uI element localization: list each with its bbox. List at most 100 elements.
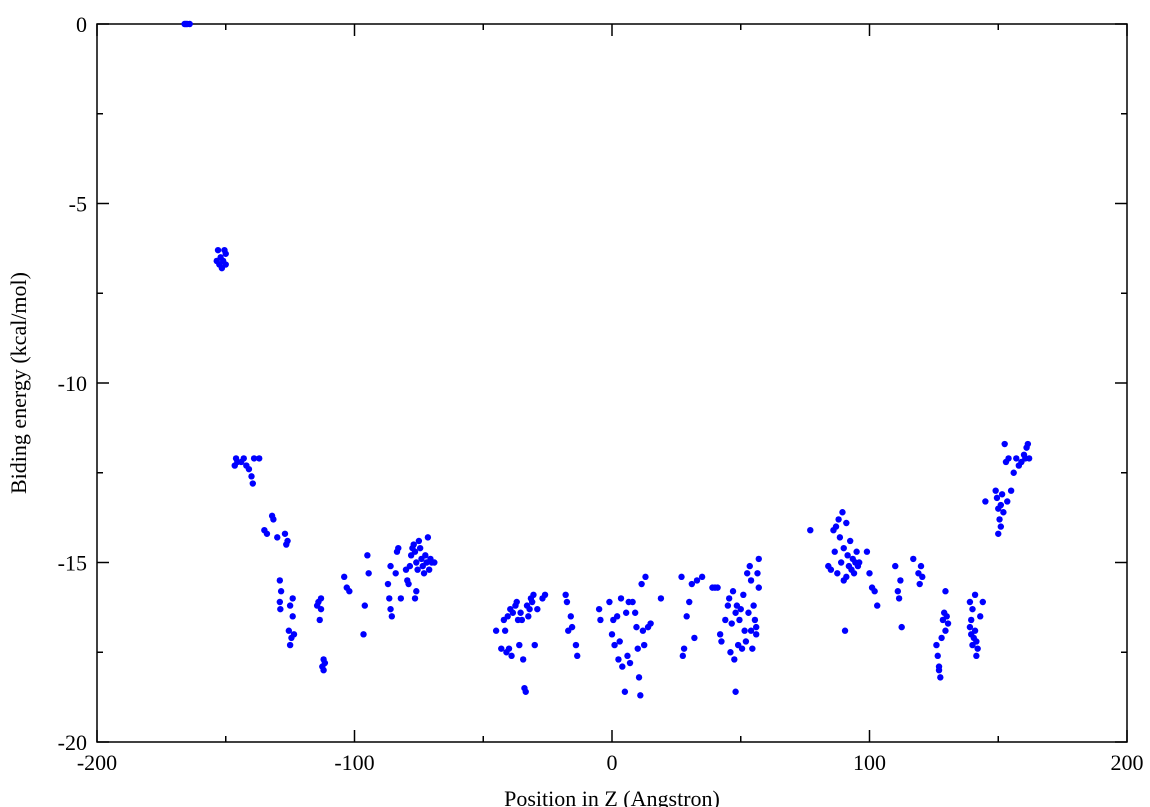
- data-point: [973, 652, 980, 660]
- data-point: [631, 609, 639, 616]
- data-point: [606, 598, 613, 606]
- data-point: [753, 623, 760, 631]
- data-point: [270, 516, 277, 523]
- data-point: [836, 534, 844, 541]
- data-point: [737, 605, 744, 613]
- data-point: [634, 645, 641, 652]
- data-point: [622, 609, 630, 616]
- data-point: [411, 595, 419, 602]
- data-point: [856, 559, 863, 566]
- data-point: [629, 598, 636, 606]
- data-point: [846, 537, 854, 545]
- data-point: [534, 605, 541, 613]
- data-point: [289, 595, 296, 602]
- data-point: [866, 570, 873, 577]
- data-point: [968, 616, 975, 624]
- data-point: [731, 656, 738, 663]
- data-point: [919, 573, 926, 581]
- x-tick-label: 0: [607, 750, 618, 775]
- data-point: [998, 491, 1006, 498]
- data-point: [231, 462, 238, 469]
- data-point: [509, 609, 517, 616]
- data-point: [691, 634, 698, 642]
- data-point: [245, 465, 253, 473]
- data-point: [638, 580, 645, 588]
- data-point: [729, 588, 737, 595]
- data-point: [276, 577, 284, 584]
- data-point: [567, 613, 574, 620]
- data-point: [714, 584, 721, 591]
- data-point: [290, 631, 298, 638]
- data-point: [835, 516, 842, 523]
- data-point: [406, 562, 414, 570]
- data-point: [982, 498, 989, 505]
- data-point: [388, 613, 396, 620]
- data-point: [844, 552, 851, 559]
- data-point: [1025, 455, 1033, 462]
- data-point: [415, 537, 423, 545]
- data-point: [513, 598, 520, 606]
- data-point: [910, 555, 917, 563]
- data-point: [384, 580, 392, 588]
- data-point: [863, 548, 871, 555]
- data-point: [992, 487, 999, 494]
- data-point: [683, 613, 690, 620]
- points-layer: [181, 20, 1033, 699]
- data-point: [597, 616, 604, 624]
- data-point: [1005, 455, 1012, 462]
- data-point: [413, 588, 420, 595]
- data-point: [522, 688, 529, 695]
- data-point: [392, 570, 399, 577]
- data-point: [831, 548, 838, 555]
- data-point: [240, 455, 247, 462]
- data-point: [916, 580, 923, 588]
- data-point: [281, 530, 289, 537]
- data-point: [753, 631, 760, 638]
- data-point: [755, 584, 762, 591]
- data-point: [635, 674, 643, 681]
- data-point: [725, 595, 733, 602]
- data-point: [942, 588, 949, 595]
- data-point: [416, 544, 424, 552]
- y-tick-label: -10: [58, 371, 87, 396]
- data-point: [750, 602, 757, 609]
- data-point: [498, 645, 505, 652]
- data-point: [285, 627, 293, 634]
- data-point: [754, 570, 761, 577]
- data-point: [501, 627, 509, 634]
- data-point: [971, 591, 979, 599]
- data-point: [937, 674, 944, 681]
- data-point: [505, 645, 513, 652]
- data-point: [871, 588, 878, 595]
- data-point: [647, 620, 654, 627]
- data-point: [492, 627, 500, 634]
- data-point: [626, 659, 634, 667]
- x-tick-label: -200: [77, 750, 117, 775]
- data-point: [944, 620, 952, 627]
- data-point: [525, 613, 532, 620]
- x-tick-label: 200: [1111, 750, 1144, 775]
- data-point: [841, 627, 849, 634]
- data-point: [313, 602, 321, 609]
- data-point: [850, 570, 858, 577]
- data-point: [698, 573, 706, 581]
- data-point: [621, 688, 629, 695]
- y-tick-label: -20: [58, 730, 87, 755]
- data-point: [807, 526, 814, 534]
- data-point: [966, 598, 974, 606]
- x-tick-label: -100: [334, 750, 374, 775]
- data-point: [917, 562, 925, 570]
- data-point: [286, 641, 294, 649]
- data-point: [562, 591, 569, 599]
- data-point: [568, 623, 576, 631]
- data-point: [680, 645, 688, 652]
- data-point: [341, 573, 348, 581]
- data-point: [1007, 487, 1015, 494]
- data-point: [250, 455, 258, 462]
- data-point: [595, 605, 603, 613]
- data-point: [619, 663, 626, 670]
- data-point: [688, 580, 696, 588]
- y-axis-label: Biding energy (kcal/mol): [6, 272, 31, 494]
- data-point: [221, 246, 228, 254]
